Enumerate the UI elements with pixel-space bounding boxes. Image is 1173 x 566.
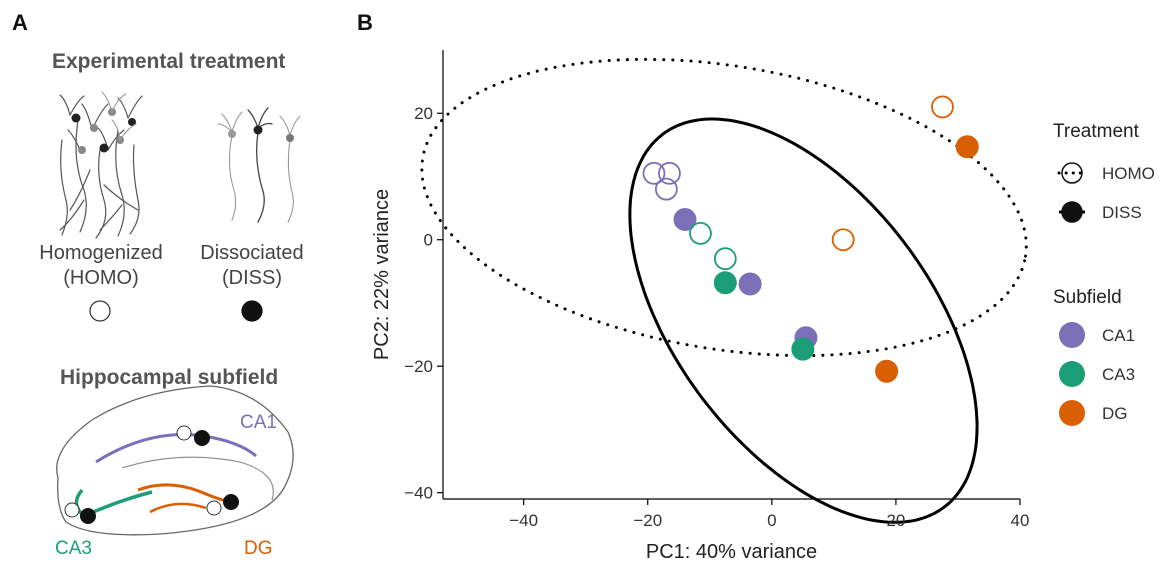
dg-label: DG [244,538,273,559]
x-tick-label: −40 [509,511,538,530]
legend: Treatment HOMO DISS Subfield CA1 CA3 DG [1053,121,1155,426]
point-dg-homo [931,95,954,119]
ellipse-diss [628,117,979,524]
x-tick-label: 0 [767,511,776,530]
point-ca1-diss [673,207,697,231]
ellipse-homo [420,57,1028,358]
point-ca3-diss [713,271,737,295]
y-tick-label: 0 [424,231,433,250]
x-tick-label: 20 [886,511,905,530]
homo-label-line1: Homogenized [39,242,163,264]
point-ca1-diss [738,272,762,296]
panel-a-illustration [56,91,301,536]
y-tick-label: 20 [414,104,433,123]
x-axis-label: PC1: 40% variance [646,541,817,563]
subfield-heading: Hippocampal subfield [60,366,279,389]
legend-treatment-title: Treatment [1053,121,1140,142]
legend-color-swatch [1059,400,1085,426]
legend-subfield-items: CA1 CA3 DG [1059,322,1135,426]
legend-label: CA1 [1102,326,1135,345]
x-tick-label: 40 [1011,511,1030,530]
diss-label-line2: (DISS) [222,267,282,289]
hippocampus-illustration [56,385,294,536]
point-ca3-homo [689,221,712,245]
homo-label-line2: (HOMO) [63,267,139,289]
legend-item-ca3: CA3 [1059,361,1135,387]
homo-label: Homogenized (HOMO) [26,241,176,291]
legend-item-ca1: CA1 [1059,322,1135,348]
legend-item-homo: HOMO [1057,162,1155,184]
point-dg-homo [831,228,855,252]
diss-filled-circle-marker [241,300,263,322]
diss-label: Dissociated (DISS) [182,241,322,291]
y-axis-label: PC2: 22% variance [371,189,393,360]
confidence-ellipses [420,57,1028,524]
homo-open-circle-marker [89,300,111,322]
dissociated-neurons-illustration [217,107,301,223]
x-tick-label: −20 [633,511,662,530]
homogenized-neurons-illustration [59,91,143,239]
legend-color-swatch [1059,361,1085,387]
y-tick-label: −20 [404,357,433,376]
y-ticks: −40 −20 0 20 [404,104,443,503]
legend-item-dg: DG [1059,400,1128,426]
point-dg-diss [955,135,979,159]
point-ca1-homo [654,177,678,201]
legend-item-diss: DISS [1059,201,1142,223]
legend-label: HOMO [1102,164,1155,183]
legend-color-swatch [1059,322,1085,348]
panel-letter-b: B [357,10,373,35]
diss-label-line1: Dissociated [200,242,304,264]
legend-marker-swatch [1061,162,1083,184]
data-points [642,95,979,383]
x-ticks: −40 −20 0 20 40 [509,499,1029,530]
ca1-label: CA1 [240,412,277,433]
point-dg-diss [875,359,899,383]
point-ca1-homo [658,161,681,185]
legend-treatment-items: HOMO DISS [1057,162,1155,223]
point-ca3-homo [713,247,737,271]
legend-subfield-title: Subfield [1053,287,1122,308]
legend-label: CA3 [1102,365,1135,384]
y-tick-label: −40 [404,484,433,503]
legend-label: DISS [1102,203,1142,222]
panel-letter-a: A [12,10,28,35]
legend-label: DG [1102,404,1128,423]
treatment-heading: Experimental treatment [52,50,286,73]
point-ca3-diss [791,337,815,361]
legend-marker-swatch [1061,201,1083,223]
point-ca1-homo [642,161,666,185]
ca3-label: CA3 [55,538,92,559]
